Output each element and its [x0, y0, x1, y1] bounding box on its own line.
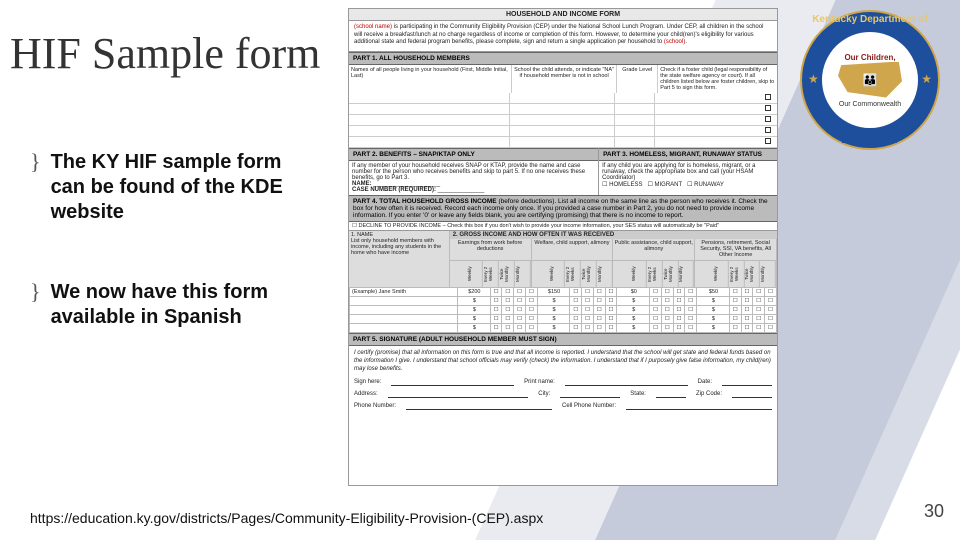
table-row: $☐☐☐☐$☐☐☐☐$☐☐☐☐$☐☐☐☐ — [350, 323, 777, 332]
table-row: $☐☐☐☐$☐☐☐☐$☐☐☐☐$☐☐☐☐ — [350, 314, 777, 323]
star-icon: ★ — [921, 72, 932, 86]
source-url: https://education.ky.gov/districts/Pages… — [30, 510, 543, 526]
table-row — [349, 115, 777, 126]
page-number: 30 — [924, 501, 944, 522]
slide: HIF Sample form } The KY HIF sample form… — [0, 0, 960, 540]
bullet-glyph: } — [30, 150, 41, 225]
table-row — [349, 126, 777, 137]
state-silhouette-icon: 👪 — [838, 62, 902, 98]
section-header: PART 1. ALL HOUSEHOLD MEMBERS — [349, 52, 777, 65]
star-icon: ★ — [808, 72, 819, 86]
table-head: 1. NAME List only household members with… — [349, 231, 777, 287]
form-title: HOUSEHOLD AND INCOME FORM — [349, 9, 777, 21]
page-title: HIF Sample form — [10, 28, 320, 79]
logo-text: Our Commonwealth — [839, 101, 901, 108]
section-header: PART 4. TOTAL HOUSEHOLD GROSS INCOME (be… — [349, 195, 777, 222]
form-intro: (school name) is participating in the Co… — [349, 21, 777, 52]
list-item: } We now have this form available in Spa… — [30, 280, 300, 330]
table-row — [349, 93, 777, 104]
bullet-glyph: } — [30, 280, 41, 330]
logo-arc-bottom: Education — [800, 135, 940, 146]
table-row: (Example) Jane Smith$200☐☐☐☐$150☐☐☐☐$0☐☐… — [350, 287, 777, 296]
table-row: $☐☐☐☐$☐☐☐☐$☐☐☐☐$☐☐☐☐ — [350, 296, 777, 305]
bullet-list: } The KY HIF sample form can be found of… — [30, 150, 300, 385]
table-head: Names of all people living in your house… — [349, 65, 777, 93]
part2-3-row: PART 2. BENEFITS – SNAP/KTAP ONLY If any… — [349, 148, 777, 195]
income-table: (Example) Jane Smith$200☐☐☐☐$150☐☐☐☐$0☐☐… — [349, 287, 777, 333]
table-row — [349, 137, 777, 148]
logo-text: Our Children, — [844, 53, 895, 62]
logo-arc-top: Kentucky Department of — [800, 14, 940, 25]
table-row — [349, 104, 777, 115]
hif-form-image: HOUSEHOLD AND INCOME FORM (school name) … — [348, 8, 778, 486]
kde-logo: Kentucky Department of ★ ★ Our Children,… — [800, 10, 940, 150]
table-row: $☐☐☐☐$☐☐☐☐$☐☐☐☐$☐☐☐☐ — [350, 305, 777, 314]
bullet-text: We now have this form available in Spani… — [51, 280, 300, 330]
signature-block: I certify (promise) that all information… — [349, 346, 777, 414]
list-item: } The KY HIF sample form can be found of… — [30, 150, 300, 225]
section-header: PART 5. SIGNATURE (ADULT HOUSEHOLD MEMBE… — [349, 333, 777, 346]
bullet-text: The KY HIF sample form can be found of t… — [51, 150, 300, 225]
